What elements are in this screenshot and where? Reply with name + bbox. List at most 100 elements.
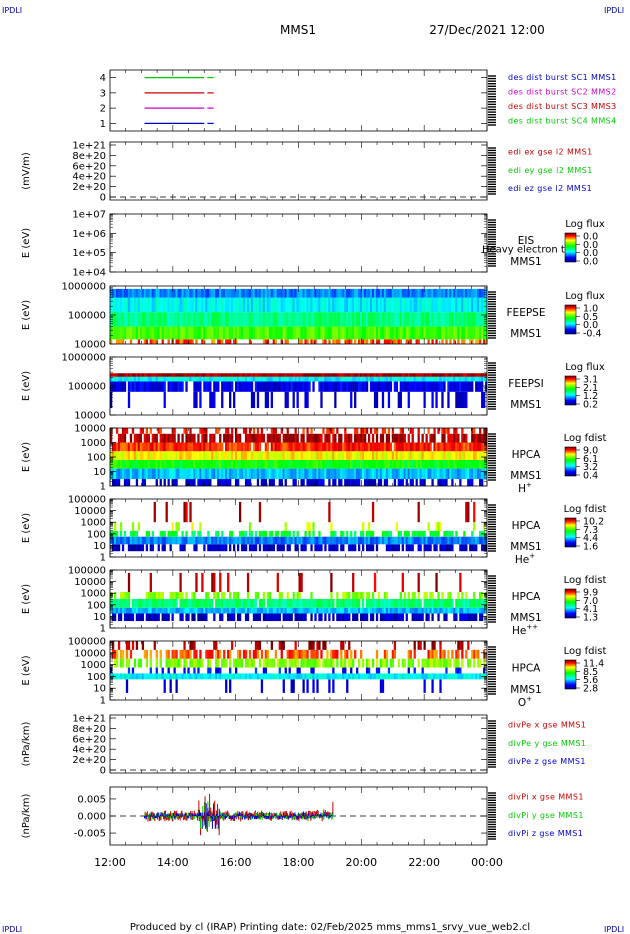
spectrogram-cell	[300, 373, 303, 377]
spectrogram-cell	[199, 381, 202, 392]
colorbar-title: Log fdist	[564, 433, 607, 444]
spectrogram-cell	[117, 288, 121, 298]
spectrogram-cell	[270, 459, 273, 469]
spectrogram-cell	[205, 451, 208, 460]
spectrogram-cell	[187, 599, 190, 608]
spectrogram-cell	[469, 613, 472, 622]
spectrogram-cell	[163, 373, 166, 377]
spectrogram-cell	[201, 326, 204, 340]
spectrogram-cell	[447, 544, 450, 552]
spectrogram-cell	[197, 381, 200, 392]
spectrogram-cell	[381, 326, 385, 340]
spectrogram-cell	[415, 376, 418, 382]
spectrogram-cell	[332, 312, 335, 327]
spectrogram-cell	[111, 451, 115, 460]
spectrogram-cell	[358, 451, 361, 460]
spectrogram-cell	[328, 673, 331, 680]
spectrogram-cell	[236, 381, 240, 392]
spectrogram-cell	[258, 673, 262, 680]
spectrogram-cell	[361, 459, 365, 469]
spectrogram-cell	[149, 599, 152, 608]
spectrogram-cell	[113, 479, 117, 486]
spectrogram-cell	[177, 592, 180, 599]
spectrogram-cell	[413, 673, 416, 680]
spectrogram-cell	[354, 381, 357, 392]
spectrogram-cell	[199, 442, 202, 452]
spectrogram-cell	[431, 391, 434, 409]
spectrogram-cell	[481, 326, 484, 340]
spectrogram-cell	[270, 544, 273, 552]
spectrogram-cell	[268, 288, 272, 298]
spectrogram-cell	[328, 536, 331, 545]
spectrogram-cell	[354, 428, 357, 434]
panel-frame	[109, 213, 488, 273]
spectrogram-cell	[379, 599, 383, 608]
spectrogram-cell	[185, 592, 188, 599]
spectrogram-cell	[336, 428, 339, 434]
spectrogram-cell	[300, 442, 303, 452]
spectrogram-cell	[360, 326, 363, 340]
spectrogram-cell	[314, 607, 317, 614]
spectrogram-cell	[459, 312, 462, 327]
spectrogram-cell	[419, 326, 422, 340]
spectrogram-cell	[358, 442, 361, 452]
spectrogram-cell	[381, 297, 385, 313]
spectrogram-cell	[274, 442, 277, 452]
spectrogram-cell	[276, 451, 279, 460]
spectrogram-cell	[310, 607, 313, 614]
spectrogram-cell	[300, 297, 303, 313]
spectrogram-cell	[441, 468, 444, 480]
spectrogram-cell	[435, 468, 438, 480]
spectrogram-cell	[254, 536, 258, 545]
spectrogram-cell	[129, 613, 133, 622]
spectrogram-cell	[171, 376, 174, 382]
spectrogram-cell	[252, 326, 256, 340]
spectrogram-cell	[260, 428, 264, 434]
spectrogram-cell	[233, 536, 236, 545]
spectrogram-cell	[354, 479, 357, 486]
spectrogram-cell	[296, 312, 299, 327]
spectrogram-cell	[274, 381, 277, 392]
spectrogram-cell	[215, 312, 218, 327]
spectrogram-cell	[316, 312, 319, 327]
spectrogram-cell	[451, 442, 454, 452]
spectrogram-cell	[363, 433, 367, 443]
y-tick-label: 1000000	[61, 353, 106, 364]
spectrogram-cell	[391, 451, 395, 460]
spectrogram-cell	[149, 326, 152, 340]
spectrogram-cell	[469, 536, 472, 545]
spectrogram-cell	[367, 468, 371, 480]
y-tick-label: 1000	[81, 518, 106, 529]
spectrogram-cell	[300, 326, 303, 340]
spectrogram-cell	[377, 376, 381, 382]
spectrogram-cell	[475, 381, 478, 392]
spectrogram-cell	[290, 381, 293, 392]
spectrogram-cell	[423, 479, 426, 486]
spectrogram-cell	[113, 544, 117, 552]
spectrogram-cell	[481, 376, 484, 382]
spectrogram-cell	[365, 376, 369, 382]
spectrogram-cell	[481, 607, 484, 614]
spectrogram-cell	[223, 599, 226, 608]
spectrogram-cell	[294, 381, 297, 392]
spectrogram-cell	[437, 373, 440, 377]
spectrogram-cell	[181, 530, 184, 537]
spectrogram-cell	[435, 607, 438, 614]
spectrogram-cell	[419, 468, 422, 480]
spectrogram-cell	[407, 297, 410, 313]
spectrogram-cell	[316, 479, 319, 486]
spectrogram-cell	[312, 451, 315, 460]
spectrogram-cell	[250, 297, 254, 313]
spectrogram-cell	[365, 468, 369, 480]
spectrogram-cell	[479, 592, 482, 599]
spectrogram-cell	[235, 607, 238, 614]
spectrogram-cell	[471, 326, 474, 340]
spectrogram-cell	[149, 544, 152, 552]
spectrogram-cell	[284, 339, 287, 344]
spectrogram-cell	[199, 451, 202, 460]
spectrogram-cell	[367, 451, 371, 460]
spectrogram-cell	[173, 459, 176, 469]
spectrogram-cell	[377, 326, 381, 340]
